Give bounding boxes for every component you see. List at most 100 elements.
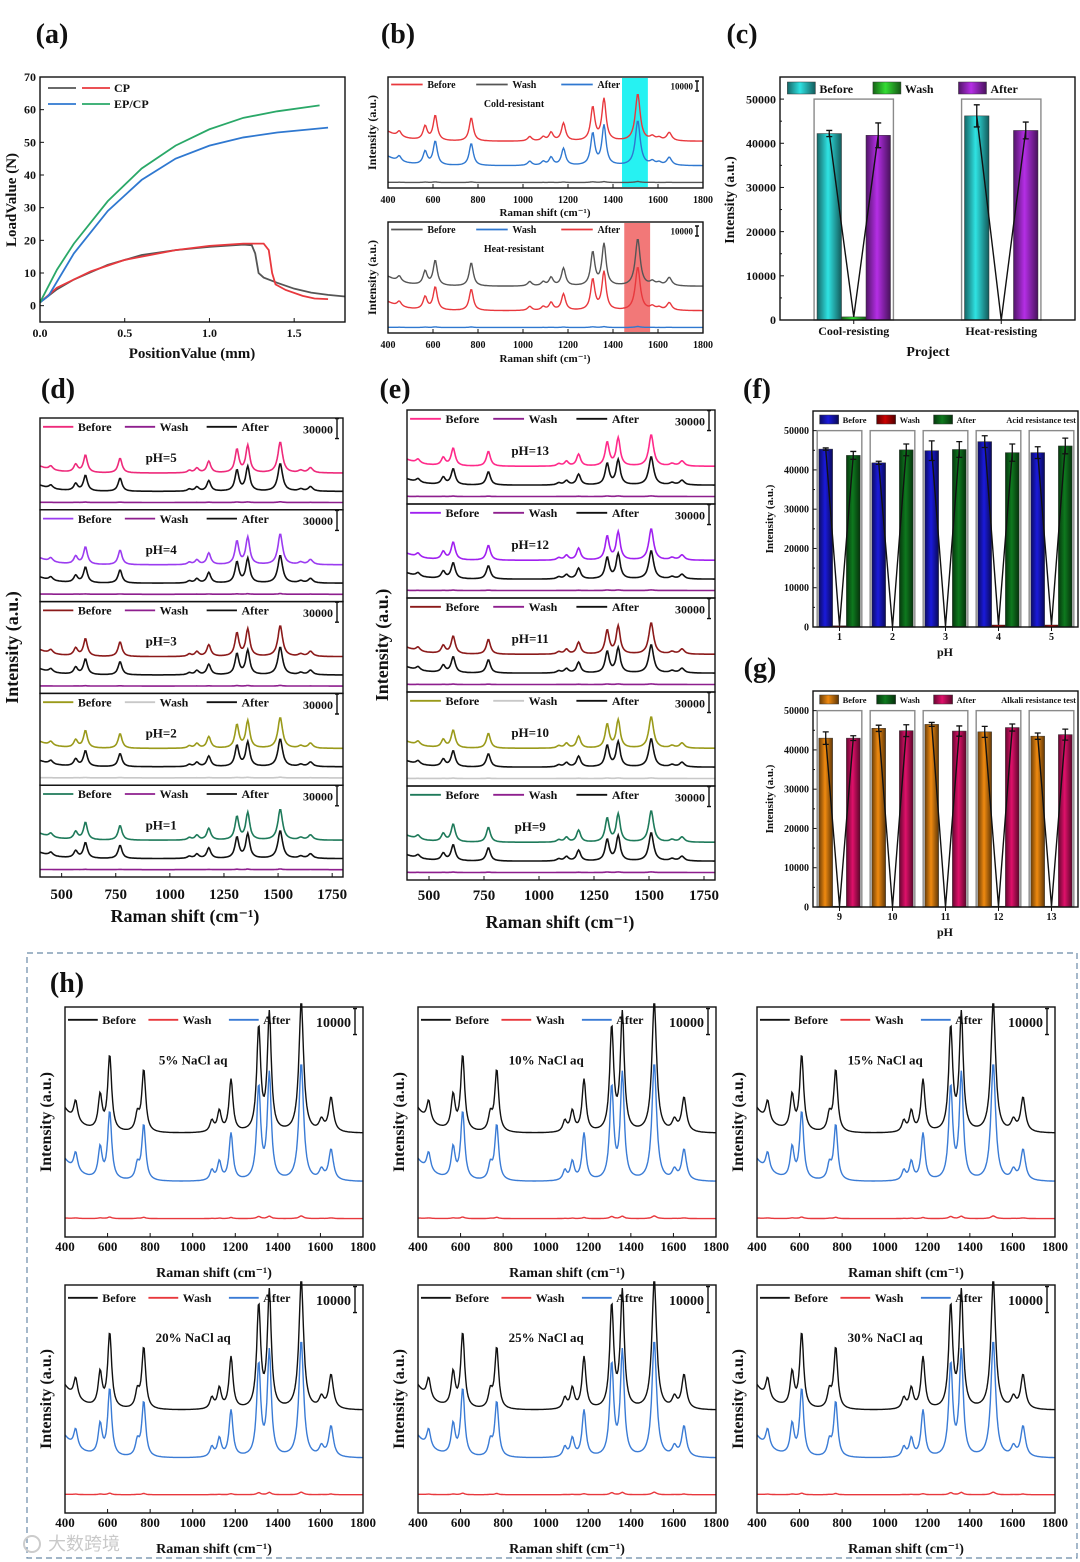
nacl-panel-5-title: 25% NaCl aq	[509, 1330, 585, 1345]
panel-ph-9-scale-label: 30000	[675, 790, 705, 804]
panel-ph-10-legend-label: Wash	[529, 694, 558, 708]
g-bar-after	[952, 730, 967, 908]
panel-ph-3-trace-after	[39, 646, 343, 676]
b2-title: Heat-resistant	[484, 244, 545, 255]
nacl-panel-2-xtick-label: 1800	[703, 1239, 729, 1254]
f-ytick-label: 0	[804, 623, 809, 634]
panel-ph-12-title: pH=12	[511, 537, 549, 552]
spectra4-xtick-label: 1250	[579, 888, 609, 904]
b2-xtick-label: 1800	[693, 340, 713, 351]
x-axis-title: Raman shift (cm⁻¹)	[111, 906, 260, 927]
nacl-panel-6-xtick-label: 1800	[1042, 1515, 1068, 1530]
nacl-panel-3-trace-after	[756, 1064, 1055, 1182]
nacl-panel-6-legend-label: Wash	[875, 1291, 904, 1305]
g-ytick-label: 20000	[784, 824, 809, 835]
panel-ph-4-scale-label: 30000	[303, 514, 333, 528]
g-note: Alkali resistance test	[1001, 695, 1076, 705]
nacl-panel-6-title: 30% NaCl aq	[848, 1330, 924, 1345]
f-bar-before	[871, 462, 886, 628]
panel-ph-5-trace-wash	[40, 501, 343, 504]
b-x-axis-title: Raman shift (cm⁻¹)	[500, 353, 591, 365]
nacl-panel-3-xtick-label: 1200	[914, 1239, 940, 1254]
load-curve-cp	[39, 242, 329, 304]
c-ytick-label: 30000	[746, 181, 776, 195]
nacl-panel-5-legend-label: Wash	[536, 1291, 565, 1305]
nacl-panel-2-xtick-label: 400	[408, 1239, 428, 1254]
panel-ph-3-legend-label: After	[241, 604, 269, 618]
panel-ph-13-legend-label: After	[612, 412, 640, 426]
panel-ph-1-scale-label: 30000	[303, 790, 333, 804]
nacl-panel-6-frame	[756, 1284, 1056, 1514]
nacl-panel-6-xtick-label: 800	[832, 1515, 852, 1530]
c-y-axis-title: Intensity (a.u.)	[723, 156, 738, 244]
nacl-y-axis-title: Intensity (a.u.)	[38, 1072, 55, 1172]
g-bar-before	[818, 737, 833, 908]
nacl-panel-2-scale-bar	[706, 1007, 710, 1036]
c-legend-label: Before	[819, 82, 853, 96]
b2-trace-before	[387, 239, 703, 287]
nacl-panel-1-trace-wash	[65, 1215, 363, 1220]
b-y-axis-title: Intensity (a.u.)	[365, 95, 379, 170]
panel-ph-1-trace-wash	[40, 868, 343, 871]
panel-ph-3-scale-bar	[335, 601, 339, 623]
g-y-axis-title: Intensity (a.u.)	[764, 764, 776, 833]
panel-ph-10-scale-label: 30000	[675, 696, 705, 710]
panel-label: (c)	[726, 19, 757, 50]
c-ytick-label: 50000	[746, 92, 776, 106]
b2-scale-label: 10000	[671, 227, 694, 237]
nacl-panel-6-trace-after	[756, 1341, 1055, 1459]
c-category-label: Cool-resisting	[818, 324, 889, 338]
c-legend-swatch	[787, 81, 816, 95]
panel-ph-1-legend-label: After	[241, 787, 269, 801]
nacl-panel-4-title: 20% NaCl aq	[156, 1330, 232, 1345]
b2-xtick-label: 1000	[513, 340, 533, 351]
panel-label: (e)	[379, 374, 410, 405]
nacl-panel-2-xtick-label: 1600	[660, 1239, 686, 1254]
c-trend-line	[828, 133, 879, 318]
b1-frame	[387, 76, 704, 189]
nacl-panel-5-legend-label: Before	[455, 1291, 489, 1305]
a-ytick-label: 60	[24, 103, 36, 117]
panel-ph-9-legend-label: Before	[446, 788, 480, 802]
nacl-panel-1-title: 5% NaCl aq	[159, 1053, 228, 1068]
nacl-panel-5-frame	[417, 1284, 717, 1514]
panel-ph-13-trace-wash	[407, 495, 715, 498]
c-ytick-label: 20000	[746, 225, 776, 239]
nacl-panel-1-frame	[64, 1006, 364, 1238]
nacl-panel-5-scale-label: 10000	[669, 1294, 704, 1309]
g-bar-after	[1058, 734, 1073, 908]
panel-ph-9-trace-before	[406, 810, 715, 843]
f-x-axis-title: pH	[937, 645, 954, 659]
nacl-panel-4-legend-label: Wash	[183, 1291, 212, 1305]
panel-ph-5-title: pH=5	[146, 450, 178, 465]
b2-xtick-label: 600	[426, 340, 441, 351]
nacl-panel-2-trace-wash	[418, 1215, 716, 1220]
c-ytick-label: 0	[770, 313, 776, 327]
panel-label: (b)	[381, 19, 415, 50]
panel-ph-3-legend-label: Wash	[160, 604, 189, 618]
nacl-panel-2-xtick-label: 1000	[533, 1239, 559, 1254]
spectra3-xtick-label: 500	[50, 887, 73, 903]
panel-ph-9-title: pH=9	[515, 819, 547, 834]
nacl-panel-1-xtick-label: 1200	[222, 1239, 248, 1254]
g-trend-line	[1037, 734, 1066, 907]
c-bar-after	[865, 135, 891, 321]
f-category-label: 4	[996, 632, 1001, 643]
nacl-panel-1-legend-label: Before	[102, 1013, 136, 1027]
c-frame	[779, 76, 1076, 321]
panel-ph-5-legend-label: After	[241, 420, 269, 434]
f-bar-after	[899, 449, 914, 628]
b1-trace-wash	[387, 180, 703, 184]
y-axis-title: Intensity (a.u.)	[372, 589, 393, 702]
b1-legend-label: Before	[427, 80, 456, 91]
panel-ph-3-trace-before	[39, 625, 343, 658]
panel-ph-11-scale-bar	[707, 597, 711, 620]
panel-ph-9-scale-bar	[707, 785, 711, 808]
f-bar-before	[924, 450, 939, 628]
f-bar-after	[1005, 452, 1020, 628]
panel-ph-10-legend-label: Before	[446, 694, 480, 708]
nacl-panel-1-legend-label: Wash	[183, 1013, 212, 1027]
nacl-panel-2-xtick-label: 1400	[618, 1239, 644, 1254]
f-bar-after	[1058, 445, 1073, 628]
